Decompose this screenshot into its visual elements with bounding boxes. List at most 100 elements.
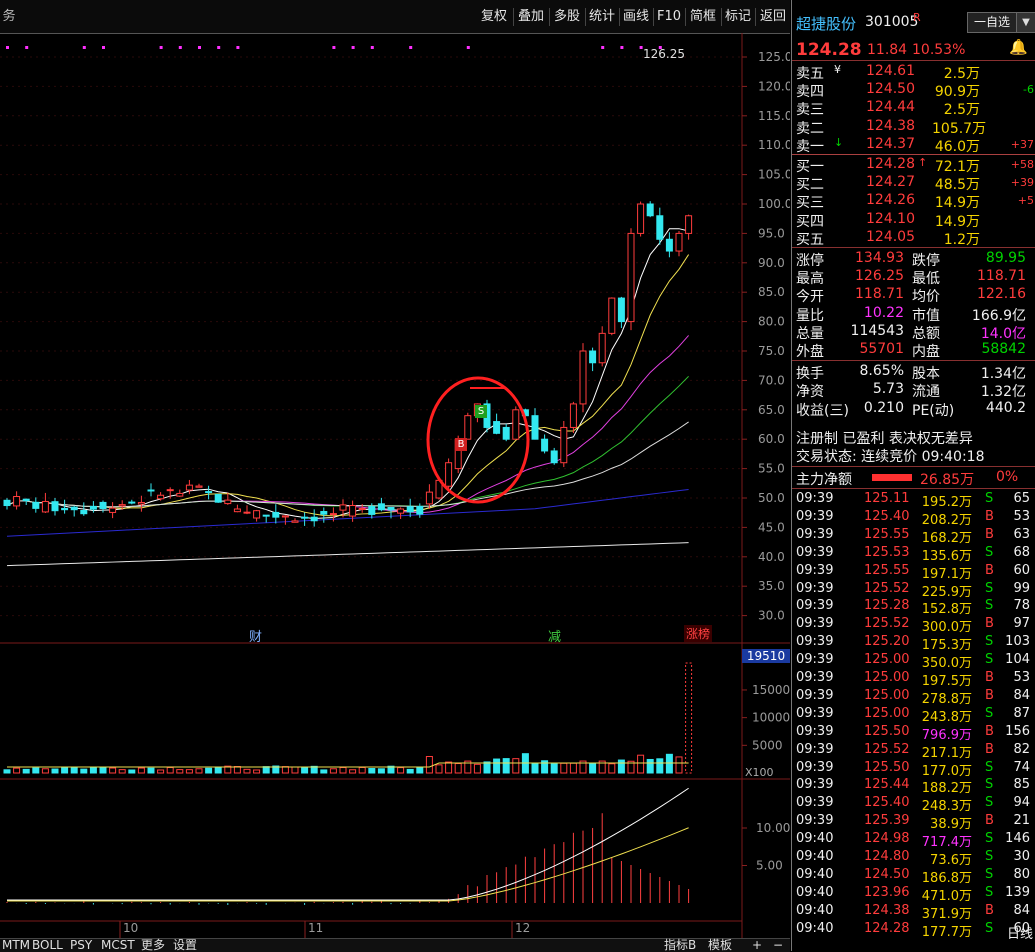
tick-price: 124.98 xyxy=(864,831,910,847)
ask-volume: 90.9万 xyxy=(934,84,980,101)
tick-volume: 195.2万 xyxy=(921,495,972,510)
candle-body xyxy=(617,297,625,323)
volume-bar xyxy=(137,767,145,774)
sell-signal-marker: S xyxy=(475,405,487,418)
multi-stock-button[interactable]: 多股 xyxy=(553,9,580,24)
tab-settings[interactable]: 设置 xyxy=(173,938,198,952)
tick-side: B xyxy=(985,616,994,632)
bid-level-label: 买二 xyxy=(796,177,824,194)
volume-bar xyxy=(368,768,376,774)
candle-body xyxy=(243,511,251,514)
stat-label: 内盘 xyxy=(912,344,940,360)
tick-price: 125.00 xyxy=(864,670,910,685)
ask-price: 124.44 xyxy=(866,99,915,116)
volume-bar xyxy=(176,769,184,774)
volume-bar xyxy=(51,768,59,774)
tick-time: 09:40 xyxy=(796,849,834,864)
simple-frame-button[interactable]: 简框 xyxy=(689,9,716,24)
fuquan-button[interactable]: 复权 xyxy=(480,9,507,24)
ask-price: 124.50 xyxy=(866,81,915,98)
watchlist-dropdown-icon[interactable]: ▼ xyxy=(1016,12,1035,33)
indicator-b-button[interactable]: 指标B xyxy=(664,938,697,952)
tick-side: S xyxy=(985,884,994,900)
event-jian-marker[interactable]: 减 xyxy=(548,630,562,645)
event-zhangbang-marker[interactable]: 涨榜 xyxy=(684,625,713,642)
tick-price: 125.53 xyxy=(864,544,910,560)
candle-body xyxy=(646,203,654,217)
candle-body xyxy=(214,493,222,503)
zoom-out-button[interactable]: − xyxy=(773,938,784,952)
tick-volume: 208.2万 xyxy=(921,512,972,528)
signal-dot xyxy=(25,46,29,49)
main-flow-pct: 0% xyxy=(996,469,1019,485)
candle-body xyxy=(598,332,606,364)
candlestick-chart[interactable]: 125.0 120.0 115.0 110.0 105.0 100.0 95.0 90.0 85… xyxy=(0,33,790,938)
volume-bar xyxy=(627,760,635,774)
candle-body xyxy=(550,450,558,464)
stat-value: 1.34亿 xyxy=(980,366,1026,383)
tick-side: B xyxy=(985,562,994,578)
signal-dot xyxy=(6,46,9,49)
tick-side: B xyxy=(985,723,994,739)
candle-body xyxy=(224,499,232,505)
tick-count: 68 xyxy=(1013,544,1030,560)
volume-bar xyxy=(157,769,165,774)
mark-button[interactable]: 标记 xyxy=(724,9,751,24)
statistics-button[interactable]: 统计 xyxy=(588,9,615,24)
tick-count: 84 xyxy=(1013,902,1030,918)
stat-label: 净资 xyxy=(796,384,824,401)
candle-body xyxy=(272,511,280,518)
tick-price: 123.96 xyxy=(864,884,910,900)
stat-label: 流通 xyxy=(912,384,940,401)
tab-boll[interactable]: BOLL xyxy=(32,938,63,952)
candle-body xyxy=(3,499,11,507)
tick-side: B xyxy=(985,526,994,542)
f10-button[interactable]: F10 xyxy=(656,9,682,24)
volume-bar xyxy=(243,768,251,774)
candle-body xyxy=(205,491,213,494)
tick-volume: 38.9万 xyxy=(930,817,972,833)
tick-time: 09:39 xyxy=(796,759,834,775)
tab-dayline[interactable]: 日线 xyxy=(1007,927,1034,942)
ma120-line xyxy=(6,488,689,537)
back-button[interactable]: 返回 xyxy=(759,9,786,24)
tick-side: S xyxy=(985,849,994,864)
overlay-button[interactable]: 叠加 xyxy=(517,9,544,24)
candle-body xyxy=(128,501,136,504)
add-watchlist-button[interactable]: 一自选 xyxy=(967,12,1017,33)
volume-bar xyxy=(262,766,270,774)
stat-value: 8.65% xyxy=(859,363,904,380)
volume-bar xyxy=(310,765,318,774)
tab-more[interactable]: 更多 xyxy=(141,938,166,952)
stat-label: 最高 xyxy=(796,271,824,288)
stat-value: 118.71 xyxy=(855,286,904,303)
candle-body xyxy=(608,297,616,334)
volume-bar xyxy=(89,767,97,774)
price-axis-label: 125.0 xyxy=(758,50,790,64)
tab-mcst[interactable]: MCST xyxy=(101,938,135,952)
tab-psy[interactable]: PSY xyxy=(70,938,93,952)
tick-count: 53 xyxy=(1013,670,1030,685)
volume-bar xyxy=(560,762,568,774)
candle-body xyxy=(358,508,366,511)
tick-price: 125.44 xyxy=(864,777,910,793)
date-axis-label: 10 xyxy=(123,921,138,935)
ask-level-symbol: ¥ xyxy=(834,63,841,76)
tick-time: 09:39 xyxy=(796,491,834,506)
signal-dot xyxy=(236,46,240,49)
tab-mtm[interactable]: MTM xyxy=(2,938,31,952)
template-button[interactable]: 模板 xyxy=(708,938,733,952)
tick-count: 85 xyxy=(1013,777,1030,793)
tick-volume: 186.8万 xyxy=(921,870,972,886)
price-axis-label: 110.0 xyxy=(758,138,790,152)
tick-price: 124.38 xyxy=(864,902,910,918)
tick-side: S xyxy=(985,866,994,882)
event-cai-marker[interactable]: 财 xyxy=(249,630,263,645)
zoom-in-button[interactable]: + xyxy=(752,938,763,952)
bell-icon[interactable]: 🔔 xyxy=(1009,38,1028,56)
draw-line-button[interactable]: 画线 xyxy=(622,9,649,24)
stat-value: 89.95 xyxy=(985,250,1026,266)
tick-side: B xyxy=(985,741,994,757)
volume-bar xyxy=(397,767,405,774)
tick-price: 124.50 xyxy=(864,866,910,882)
